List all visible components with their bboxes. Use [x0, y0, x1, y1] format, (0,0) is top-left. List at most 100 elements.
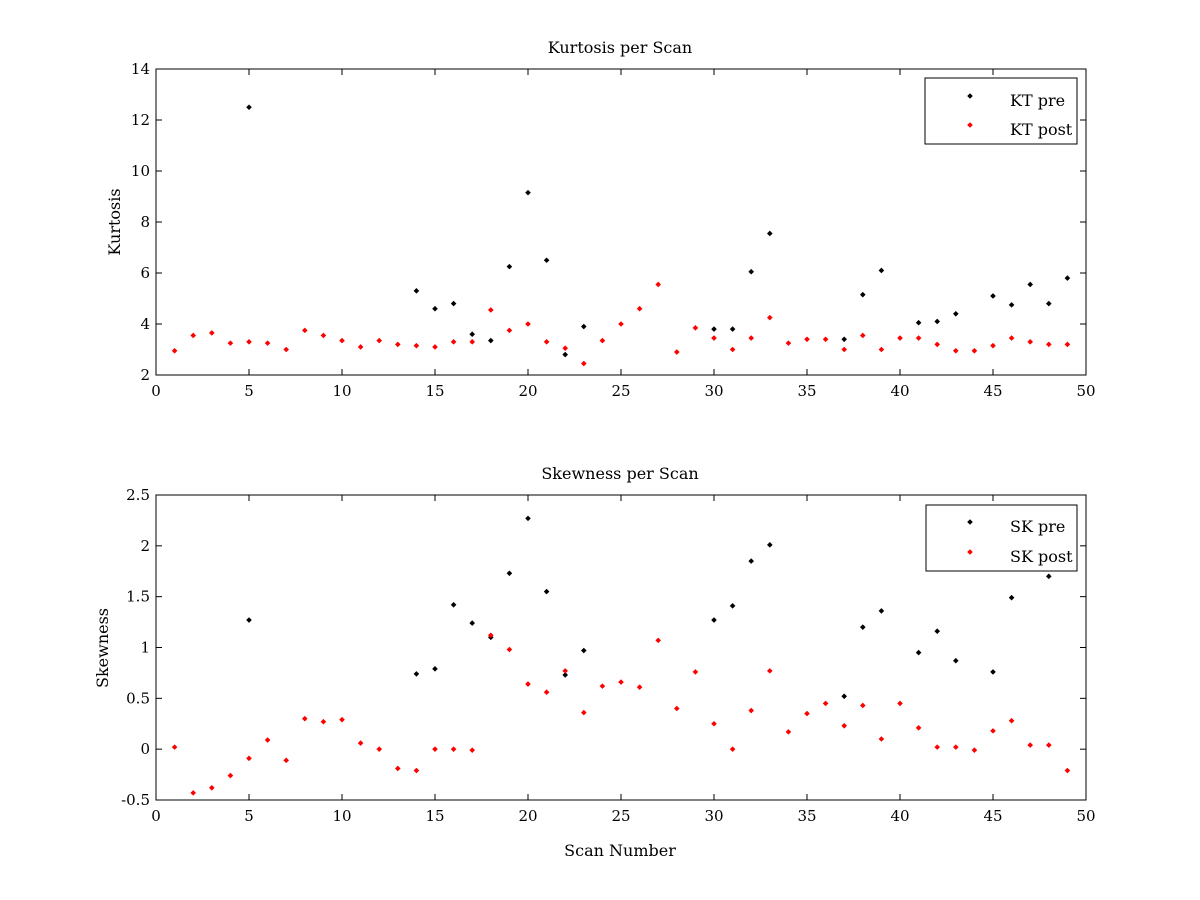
- kurtosis-x-tick-label: 10: [332, 382, 351, 400]
- sk-post-point: [581, 709, 587, 716]
- sk-post-point: [953, 744, 959, 750]
- kt-post-point: [953, 347, 959, 354]
- kt-pre-point: [562, 351, 568, 358]
- skewness-x-axis-label: Scan Number: [564, 841, 676, 860]
- sk-post-point: [767, 668, 773, 674]
- skewness-x-tick-label: 50: [1076, 807, 1095, 825]
- kurtosis-title: Kurtosis per Scan: [548, 38, 692, 57]
- kurtosis-y-tick-label: 12: [131, 111, 150, 129]
- sk-post-point: [1046, 742, 1052, 748]
- skewness-x-tick-label: 30: [704, 807, 723, 825]
- kt-post-point: [655, 281, 661, 288]
- kt-pre-point: [581, 323, 587, 330]
- sk-post-point: [432, 746, 438, 752]
- kt-post-point: [171, 347, 178, 354]
- kt-pre-point: [1046, 300, 1052, 307]
- sk-post-point: [488, 632, 494, 639]
- kt-pre-point: [506, 263, 513, 270]
- kurtosis-y-tick-label: 14: [131, 60, 150, 78]
- kurtosis-x-tick-label: 50: [1076, 382, 1095, 400]
- kurtosis-x-tick-label: 5: [244, 382, 254, 400]
- kt-post-point: [488, 307, 494, 313]
- sk-pre-point: [711, 617, 717, 623]
- sk-post-point: [1064, 767, 1071, 774]
- sk-pre-point: [953, 657, 959, 664]
- skewness-y-tick-label: 0.5: [126, 689, 150, 707]
- kurtosis-y-axis-label: Kurtosis: [105, 188, 124, 255]
- skewness-y-tick-label: -0.5: [121, 791, 150, 809]
- skewness-axes-frame: [155, 494, 1087, 801]
- sk-pre-point: [450, 602, 457, 608]
- kurtosis-panel: Kurtosis per Scan Kurtosis 0 5 10 15 20 25 30 3…: [105, 38, 1096, 400]
- kt-post-point: [413, 342, 420, 349]
- skewness-x-tick-label: 10: [332, 807, 351, 825]
- kt-post-point: [264, 340, 271, 346]
- kurtosis-x-tick-label: 40: [890, 382, 909, 400]
- kt-pre-point: [934, 318, 940, 325]
- kurtosis-x-tick-label: 15: [425, 382, 444, 400]
- sk-post-point: [748, 707, 754, 714]
- kurtosis-y-tick-label: 2: [140, 366, 150, 384]
- legend-label-sk-pre: SK pre: [1010, 517, 1065, 536]
- kurtosis-y-tick-label: 6: [140, 264, 150, 282]
- sk-post-point: [934, 744, 940, 750]
- kt-pre-point: [413, 288, 420, 294]
- kt-post-point: [860, 332, 866, 339]
- sk-post-point: [1027, 742, 1033, 748]
- sk-post-point: [804, 710, 810, 717]
- kt-pre-point: [860, 291, 866, 298]
- kurtosis-x-tick-label: 45: [983, 382, 1002, 400]
- kt-post-point: [450, 339, 457, 345]
- sk-post-point: [376, 746, 382, 752]
- sk-post-point: [655, 637, 661, 644]
- kurtosis-legend: KT pre KT post: [924, 77, 1078, 145]
- sk-post-point: [543, 689, 550, 696]
- kurtosis-y-tick-label: 4: [140, 315, 150, 333]
- kt-post-point: [562, 345, 568, 352]
- sk-post-point: [302, 715, 308, 722]
- kt-post-point: [339, 337, 345, 344]
- skewness-x-tick-label: 15: [425, 807, 444, 825]
- sk-post-point: [599, 683, 606, 689]
- skewness-x-tick-label: 20: [518, 807, 537, 825]
- skewness-title: Skewness per Scan: [541, 464, 698, 483]
- kt-post-point: [767, 314, 773, 321]
- kt-pre-point: [1064, 275, 1071, 281]
- skewness-legend-box: [925, 504, 1078, 572]
- kt-pre-point: [1027, 281, 1033, 288]
- kt-post-point: [469, 339, 475, 345]
- kt-post-point: [302, 327, 308, 334]
- kt-post-point: [1064, 341, 1071, 348]
- skewness-x-tick-label: 0: [151, 807, 161, 825]
- skewness-x-tick-label: 45: [983, 807, 1002, 825]
- kt-post-point: [432, 344, 438, 350]
- kurtosis-x-tick-label: 30: [704, 382, 723, 400]
- skewness-legend: SK pre SK post: [925, 504, 1078, 572]
- skewness-y-tick-label: 1.5: [126, 588, 150, 606]
- kt-post-point: [674, 349, 680, 355]
- sk-pre-point: [934, 628, 940, 635]
- sk-post-point: [190, 790, 196, 796]
- sk-post-point: [785, 729, 792, 735]
- sk-post-point: [209, 785, 215, 791]
- skewness-x-tick-label: 40: [890, 807, 909, 825]
- kurtosis-x-tick-label: 25: [611, 382, 630, 400]
- skewness-x-tick-label: 25: [611, 807, 630, 825]
- sk-pre-point: [246, 617, 252, 623]
- kt-pre-point: [469, 331, 475, 337]
- kt-post-point: [506, 327, 513, 334]
- sk-pre-point: [562, 672, 568, 678]
- kurtosis-ticks: 0 5 10 15 20 25 30 35 40 45 50 2 4 6 8 10 12 14: [131, 60, 1096, 400]
- skewness-panel: Skewness per Scan Skewness Scan Number 0…: [93, 464, 1096, 860]
- sk-pre-point: [841, 693, 847, 700]
- kurtosis-legend-box: [924, 77, 1078, 145]
- sk-pre-point: [581, 647, 587, 654]
- sk-post-point: [413, 767, 420, 774]
- sk-post-point: [897, 700, 903, 707]
- kt-post-point: [283, 346, 289, 353]
- skewness-x-tick-label: 5: [244, 807, 254, 825]
- kt-pre-point: [246, 104, 252, 111]
- sk-post-point: [841, 722, 847, 729]
- sk-post-point: [860, 702, 866, 709]
